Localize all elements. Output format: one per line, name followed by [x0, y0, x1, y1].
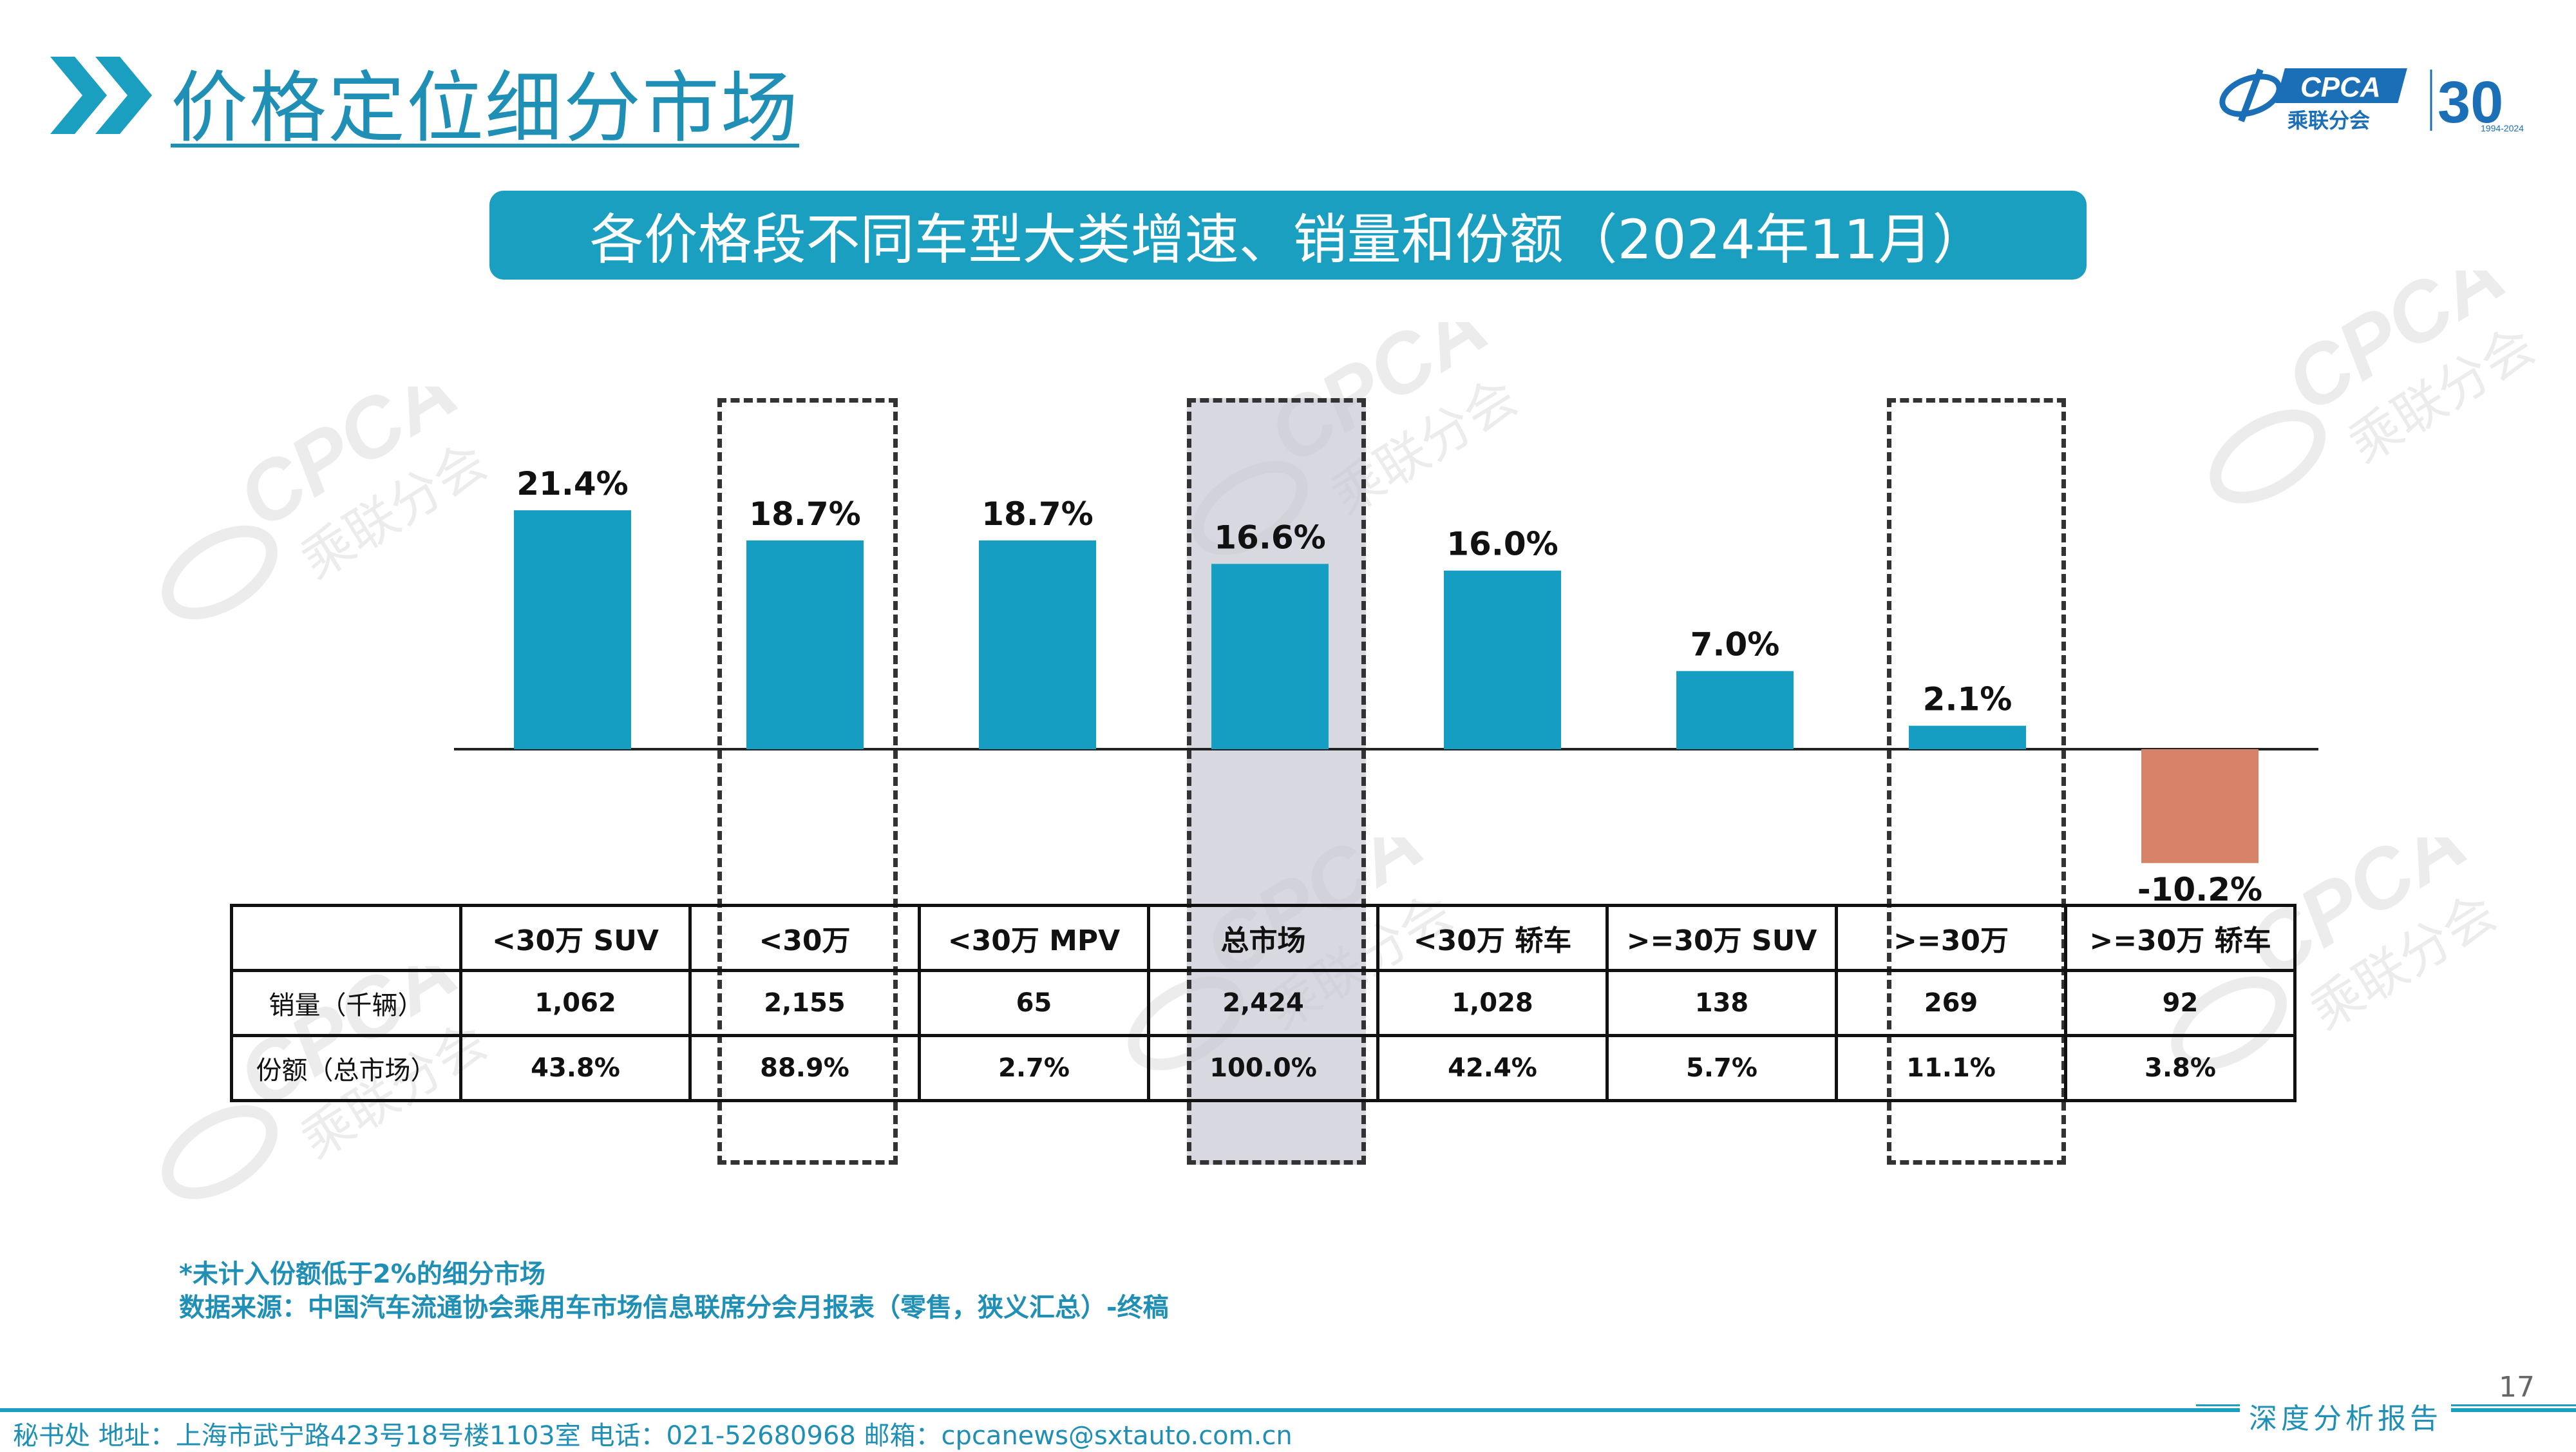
chart-title-banner: 各价格段不同车型大类增速、销量和份额（2024年11月） — [489, 191, 2087, 280]
bar-3 — [1211, 564, 1329, 749]
table-header-cell: <30万 轿车 — [1376, 904, 1609, 972]
table-header-cell: <30万 — [688, 904, 921, 972]
table-cell: 5.7% — [1605, 1034, 1838, 1102]
report-type-label: 深度分析报告 — [2240, 1395, 2451, 1437]
table-cell: 1,028 — [1376, 969, 1609, 1037]
table-row-sales: 销量（千辆） 1,062 2,155 65 2,424 1,028 138 26… — [230, 969, 2297, 1037]
table-cell: 11.1% — [1835, 1034, 2067, 1102]
logo-text: CPCA — [2300, 72, 2381, 103]
table-header-cell: <30万 SUV — [459, 904, 692, 972]
table-header-cell: >=30万 轿车 — [2064, 904, 2297, 972]
data-label-4: 16.0% — [1446, 526, 1558, 563]
table-header-row: <30万 SUV <30万 <30万 MPV 总市场 <30万 轿车 >=30万… — [230, 904, 2297, 972]
table-row-share: 份额（总市场） 43.8% 88.9% 2.7% 100.0% 42.4% 5.… — [230, 1034, 2297, 1102]
data-label-2: 18.7% — [981, 495, 1093, 533]
table-header-cell: >=30万 — [1835, 904, 2067, 972]
table-cell: 2,155 — [688, 969, 921, 1037]
table-cell: 43.8% — [459, 1034, 692, 1102]
table-cell: 2,424 — [1147, 969, 1379, 1037]
bar-5 — [1676, 671, 1794, 749]
footer-contact: 秘书处 地址：上海市武宁路423号18号楼1103室 电话：021-526809… — [13, 1421, 1293, 1451]
bar-6 — [1909, 725, 2026, 749]
table-cell: 2.7% — [918, 1034, 1150, 1102]
bar-2 — [979, 540, 1096, 749]
bar-0 — [514, 510, 631, 749]
table-cell: 1,062 — [459, 969, 692, 1037]
footnote-exclusion: *未计入份额低于2%的细分市场 — [179, 1259, 545, 1289]
table-header-cell: <30万 MPV — [918, 904, 1150, 972]
page-title: 价格定位细分市场 — [171, 64, 799, 153]
table-cell: 100.0% — [1147, 1034, 1379, 1102]
table-header-cell — [230, 904, 462, 972]
bar-chart: 21.4% 18.7% 18.7% 16.6% 16.0% 7.0% 2.1% -10.2% — [454, 465, 2318, 908]
table-cell: 3.8% — [2064, 1034, 2297, 1102]
data-label-7: -10.2% — [2137, 871, 2262, 908]
data-label-0: 21.4% — [516, 465, 628, 502]
table-cell: 88.9% — [688, 1034, 921, 1102]
cpca-logo: CPCA 乘联分会 30 1994-2024 — [2215, 63, 2550, 135]
bar-7 — [2141, 749, 2259, 863]
table-cell: 42.4% — [1376, 1034, 1609, 1102]
highlight-box-under-30 — [717, 398, 898, 1165]
bar-4 — [1444, 570, 1561, 749]
logo-30: 30 — [2438, 70, 2503, 134]
data-label-6: 2.1% — [1923, 681, 2012, 718]
table-header-cell: 总市场 — [1147, 904, 1379, 972]
row-label-sales: 销量（千辆） — [230, 969, 462, 1037]
logo-cn: 乘联分会 — [2287, 108, 2370, 133]
bar-1 — [746, 540, 864, 749]
table-cell: 269 — [1835, 969, 2067, 1037]
data-label-3: 16.6% — [1214, 519, 1325, 556]
table-header-cell: >=30万 SUV — [1605, 904, 1838, 972]
row-label-share: 份额（总市场） — [230, 1034, 462, 1102]
table-cell: 92 — [2064, 969, 2297, 1037]
data-label-1: 18.7% — [749, 495, 860, 533]
footnote-source: 数据来源：中国汽车流通协会乘用车市场信息联席分会月报表（零售，狭义汇总）-终稿 — [179, 1293, 1169, 1323]
page-number: 17 — [2499, 1371, 2535, 1404]
data-label-5: 7.0% — [1690, 626, 1780, 664]
table-cell: 65 — [918, 969, 1150, 1037]
data-table: <30万 SUV <30万 <30万 MPV 总市场 <30万 轿车 >=30万… — [230, 904, 2297, 1102]
highlight-box-over-30 — [1887, 398, 2066, 1165]
footer-divider — [0, 1408, 2576, 1412]
chevron-arrows-icon — [50, 57, 152, 134]
logo-years: 1994-2024 — [2481, 123, 2524, 133]
table-cell: 138 — [1605, 969, 1838, 1037]
